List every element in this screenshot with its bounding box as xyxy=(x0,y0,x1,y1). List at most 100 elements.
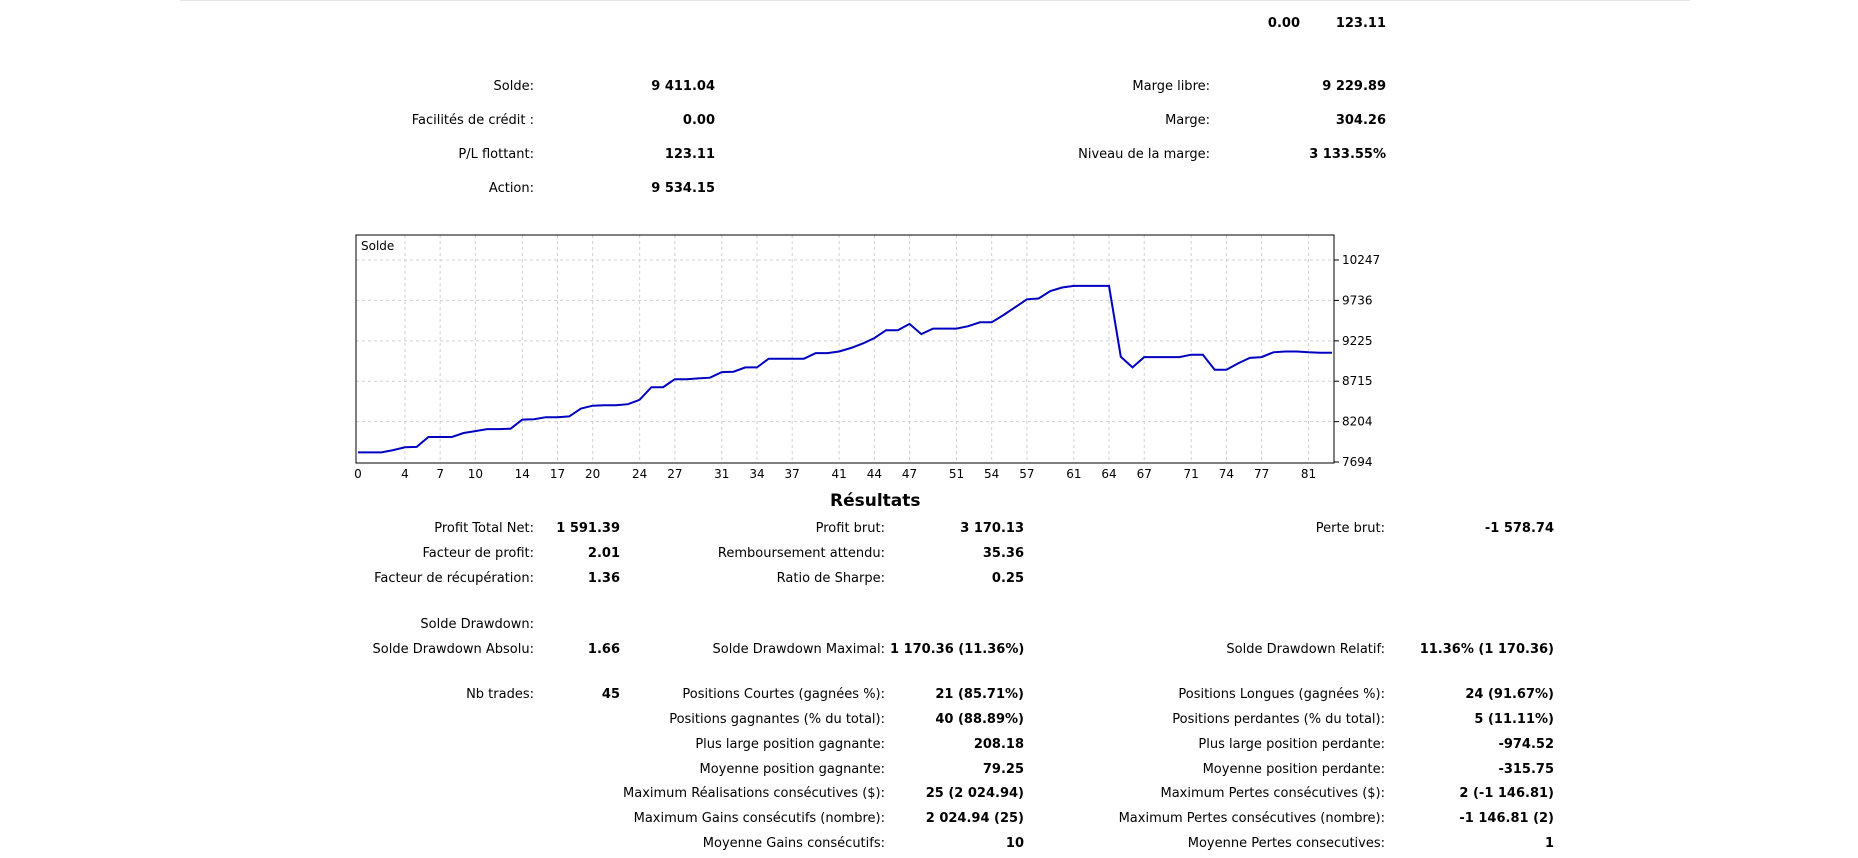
x-tick-label: 7 xyxy=(436,467,444,481)
result-value: 2 (-1 146.81) xyxy=(1459,786,1554,801)
x-tick-label: 64 xyxy=(1101,467,1116,481)
result-value: -315.75 xyxy=(1498,762,1554,777)
result-value: 3 170.13 xyxy=(960,521,1024,536)
result-value: 10 xyxy=(1005,836,1024,851)
result-value: 2 024.94 (25) xyxy=(925,811,1024,826)
marge-value: 304.26 xyxy=(1335,113,1386,128)
x-tick-label: 24 xyxy=(632,467,647,481)
x-tick-label: 37 xyxy=(785,467,800,481)
balance-chart: Solde 0 4 7 10 14 17 20 24 27 31 34 37 41 44 47 51 54 57 6… xyxy=(354,234,1380,481)
x-tick-label: 61 xyxy=(1066,467,1081,481)
y-tick-label: 9225 xyxy=(1342,334,1373,348)
pl-flottant-value: 123.11 xyxy=(664,147,715,162)
result-value: 1.36 xyxy=(587,571,620,586)
result-label: Facteur de profit: xyxy=(422,546,534,561)
result-label: Plus large position perdante: xyxy=(1198,737,1385,752)
result-label: Plus large position gagnante: xyxy=(695,737,885,752)
result-value: 24 (91.67%) xyxy=(1465,687,1554,702)
result-label: Remboursement attendu: xyxy=(717,546,885,561)
chart-title: Solde xyxy=(361,239,394,253)
result-value: 208.18 xyxy=(973,737,1024,752)
niveau-marge-value: 3 133.55% xyxy=(1309,147,1386,162)
result-label: Nb trades: xyxy=(466,687,534,702)
result-value: 1 170.36 (11.36%) xyxy=(890,642,1025,657)
x-tick-label: 74 xyxy=(1219,467,1234,481)
result-value: -1 146.81 (2) xyxy=(1459,811,1554,826)
marge-label: Marge: xyxy=(1165,113,1210,128)
result-value: 35.36 xyxy=(982,546,1024,561)
result-label: Moyenne position perdante: xyxy=(1202,762,1385,777)
result-label: Maximum Pertes consécutives (nombre): xyxy=(1118,811,1385,826)
x-tick-label: 17 xyxy=(550,467,565,481)
action-value: 9 534.15 xyxy=(651,181,715,196)
x-tick-label: 34 xyxy=(749,467,764,481)
top-value-2: 123.11 xyxy=(1335,16,1386,31)
chart-frame xyxy=(355,234,1335,464)
results-title: Résultats xyxy=(830,491,921,511)
y-tick-label: 9736 xyxy=(1342,293,1373,307)
result-label: Maximum Réalisations consécutives ($): xyxy=(623,786,885,801)
result-label: Solde Drawdown: xyxy=(420,617,534,632)
x-tick-label: 41 xyxy=(831,467,846,481)
result-value: 45 xyxy=(601,687,620,702)
result-value: 1.66 xyxy=(587,642,620,657)
result-label: Solde Drawdown Maximal: xyxy=(712,642,885,657)
result-label: Maximum Pertes consécutives ($): xyxy=(1160,786,1385,801)
x-tick-label: 44 xyxy=(867,467,882,481)
x-tick-label: 57 xyxy=(1019,467,1034,481)
result-value: -974.52 xyxy=(1498,737,1554,752)
x-tick-label: 27 xyxy=(667,467,682,481)
x-tick-label: 77 xyxy=(1254,467,1269,481)
credit-label: Facilités de crédit : xyxy=(411,113,534,128)
x-tick-label: 10 xyxy=(468,467,483,481)
chart-ticks: 0 4 7 10 14 17 20 24 27 31 34 37 41 44 47 51 54 57 61 64 67 7… xyxy=(354,253,1380,481)
result-label: Positions Courtes (gagnées %): xyxy=(682,687,885,702)
result-value: 2.01 xyxy=(587,546,620,561)
top-value-1: 0.00 xyxy=(1267,16,1300,31)
solde-series-line xyxy=(358,284,1332,454)
result-label: Maximum Gains consécutifs (nombre): xyxy=(633,811,885,826)
result-label: Positions gagnantes (% du total): xyxy=(669,712,885,727)
x-tick-label: 0 xyxy=(354,467,362,481)
result-label: Positions Longues (gagnées %): xyxy=(1178,687,1385,702)
niveau-marge-label: Niveau de la marge: xyxy=(1078,147,1210,162)
y-tick-label: 10247 xyxy=(1342,253,1380,267)
result-label: Facteur de récupération: xyxy=(374,571,534,586)
result-value: 5 (11.11%) xyxy=(1474,712,1554,727)
x-tick-label: 51 xyxy=(949,467,964,481)
result-label: Solde Drawdown Relatif: xyxy=(1226,642,1385,657)
y-tick-label: 7694 xyxy=(1342,455,1373,469)
result-value: 0.25 xyxy=(991,571,1024,586)
marge-libre-value: 9 229.89 xyxy=(1322,79,1386,94)
result-value: 1 xyxy=(1544,836,1554,851)
x-tick-label: 47 xyxy=(902,467,917,481)
result-value: 40 (88.89%) xyxy=(935,712,1024,727)
pl-flottant-label: P/L flottant: xyxy=(458,147,534,162)
result-label: Profit Total Net: xyxy=(434,521,534,536)
result-label: Moyenne position gagnante: xyxy=(699,762,886,777)
x-tick-label: 67 xyxy=(1137,467,1152,481)
x-tick-label: 31 xyxy=(714,467,729,481)
y-tick-label: 8715 xyxy=(1342,374,1373,388)
x-tick-label: 81 xyxy=(1301,467,1316,481)
x-tick-label: 20 xyxy=(585,467,600,481)
x-tick-label: 4 xyxy=(401,467,409,481)
result-label: Moyenne Gains consécutifs: xyxy=(702,836,885,851)
result-label: Profit brut: xyxy=(815,521,885,536)
marge-libre-label: Marge libre: xyxy=(1132,79,1210,94)
y-tick-label: 8204 xyxy=(1342,415,1373,429)
result-value: -1 578.74 xyxy=(1484,521,1554,536)
top-divider xyxy=(180,0,1690,1)
x-tick-label: 71 xyxy=(1184,467,1199,481)
result-label: Solde Drawdown Absolu: xyxy=(372,642,534,657)
result-value: 25 (2 024.94) xyxy=(925,786,1024,801)
x-tick-label: 54 xyxy=(984,467,999,481)
result-label: Moyenne Pertes consecutives: xyxy=(1187,836,1385,851)
action-label: Action: xyxy=(488,181,534,196)
x-tick-label: 14 xyxy=(515,467,530,481)
result-value: 79.25 xyxy=(982,762,1024,777)
result-value: 1 591.39 xyxy=(556,521,620,536)
solde-label: Solde: xyxy=(493,79,534,94)
result-value: 11.36% (1 170.36) xyxy=(1419,642,1554,657)
credit-value: 0.00 xyxy=(682,113,715,128)
